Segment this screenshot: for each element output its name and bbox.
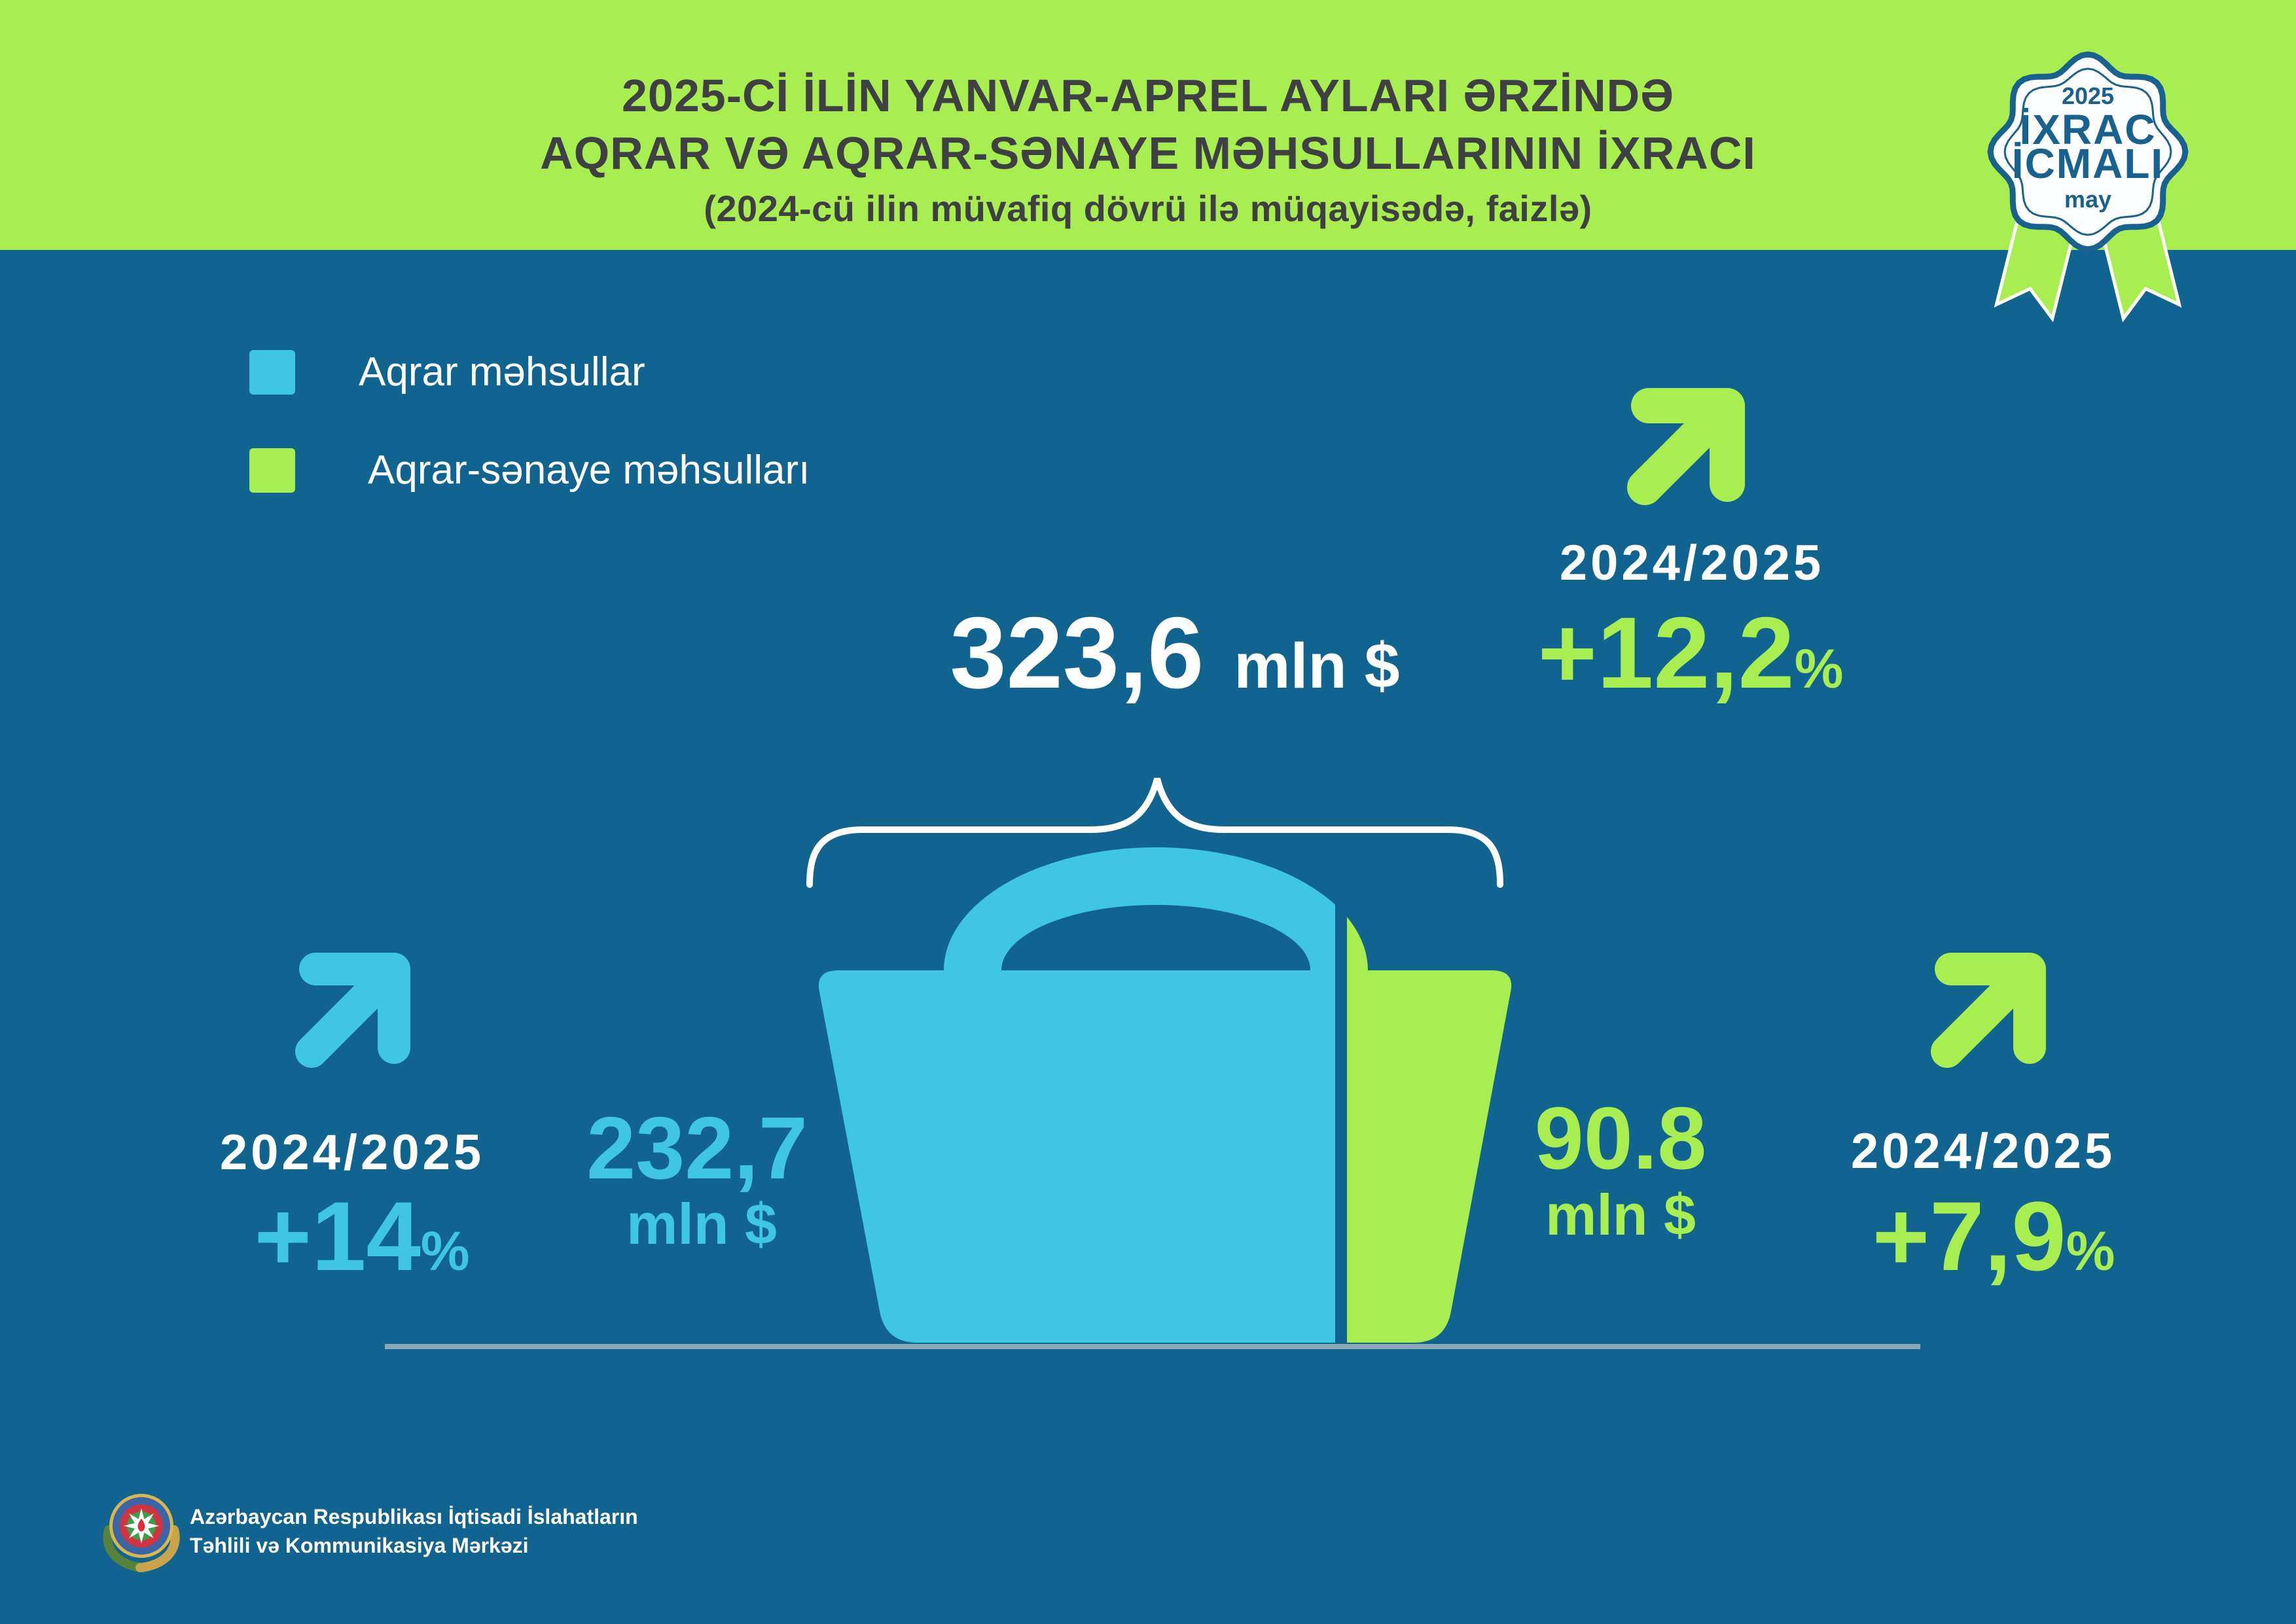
total-change-unit: % [1794, 638, 1844, 699]
legend-swatch-senaye [249, 448, 295, 493]
senaye-unit: mln $ [1545, 1182, 1696, 1247]
footer-organization: Azərbaycan Respublikası İqtisadi İslahat… [190, 1502, 638, 1560]
page-title-line3: (2024-cü ilin müvafiq dövrü ilə müqayisə… [704, 188, 1592, 229]
total-period-label: 2024/2025 [1559, 535, 1825, 591]
senaye-period-label: 2024/2025 [1850, 1123, 2116, 1179]
legend-label-senaye: Aqrar-sənaye məhsulları [368, 448, 810, 493]
badge-year: 2025 [2061, 82, 2115, 109]
footer-org-line2: Təhlili və Kommunikasiya Mərkəzi [190, 1534, 529, 1557]
senaye-change-row: +7,9% [1830, 1187, 2157, 1285]
agrar-unit: mln $ [626, 1192, 777, 1256]
legend-item-senaye: Aqrar-sənaye məhsulları [249, 448, 810, 493]
total-unit: mln $ [1234, 630, 1400, 701]
up-arrow-icon-total [1627, 388, 1745, 505]
up-arrow-icon-agrar [295, 953, 410, 1068]
badge-title-line2: İCMALI [2011, 140, 2164, 187]
senaye-value: 90.8 [1534, 1089, 1707, 1188]
legend-item-agrar: Aqrar məhsullar [249, 350, 645, 395]
header-band: 2025-Cİ İLİN YANVAR-APREL AYLARI ƏRZİNDƏ… [0, 0, 2296, 250]
badge-title-line1: İXRAC [2019, 106, 2157, 153]
badge-seal-inner [2003, 67, 2172, 236]
senaye-change-value: +7,9 [1872, 1181, 2066, 1291]
legend-swatch-agrar [249, 350, 295, 395]
badge-month: may [2064, 186, 2112, 213]
footer-org-line1: Azərbaycan Respublikası İqtisadi İslahat… [190, 1505, 638, 1528]
agrar-change-value: +14 [254, 1181, 421, 1291]
total-value-row: 323,6 mln $ [848, 602, 1502, 703]
agrar-period-label: 2024/2025 [219, 1125, 485, 1180]
shopping-bag-graphic [818, 847, 1512, 1343]
agrar-change-row: +14% [198, 1187, 526, 1285]
azerbaijan-emblem-icon [103, 1494, 180, 1572]
agrar-change-unit: % [420, 1220, 470, 1282]
total-value: 323,6 [950, 596, 1204, 709]
total-change-value: +12,2 [1537, 596, 1795, 709]
total-brace [806, 766, 1503, 888]
up-arrow-icon-senaye [1931, 953, 2046, 1068]
agrar-value: 232,7 [586, 1099, 808, 1197]
page-title-line1: 2025-Cİ İLİN YANVAR-APREL AYLARI ƏRZİNDƏ [621, 70, 1675, 121]
legend-label-agrar: Aqrar məhsullar [359, 349, 645, 395]
senaye-change-unit: % [2066, 1220, 2115, 1282]
badge-seal [1987, 51, 2189, 253]
total-change-row: +12,2% [1527, 602, 1854, 703]
page-title-line2: AQRAR VƏ AQRAR-SƏNAYE MƏHSULLARININ İXRA… [540, 128, 1756, 179]
